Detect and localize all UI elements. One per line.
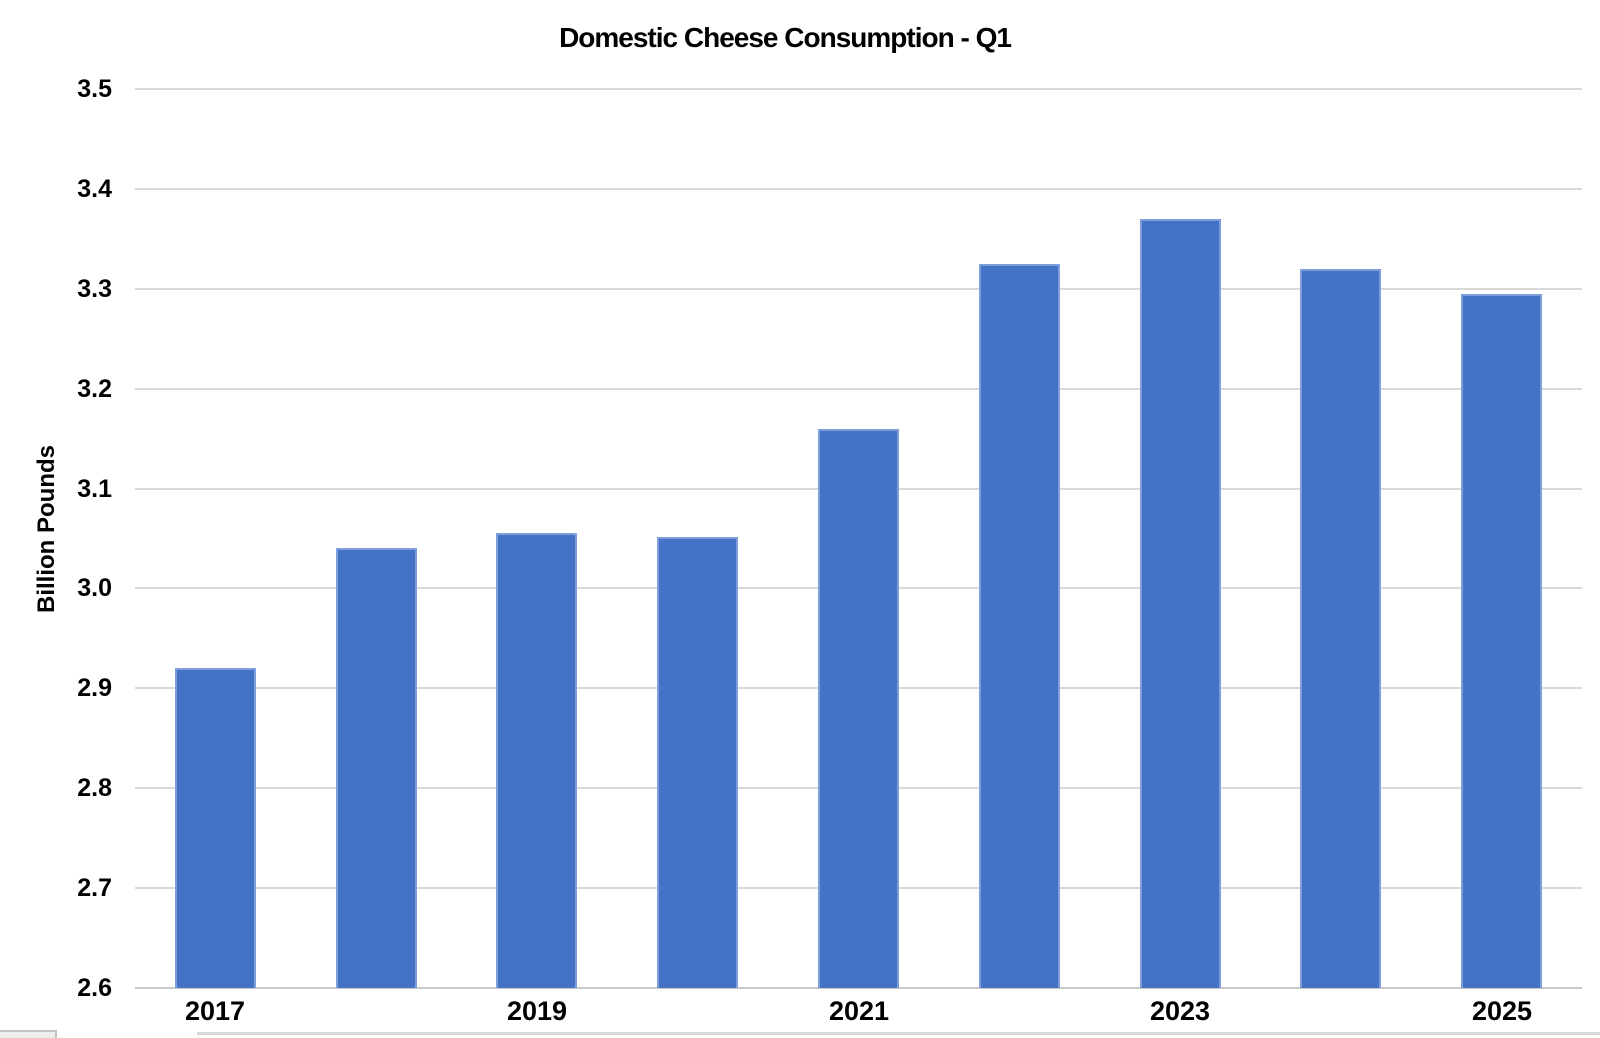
x-tick-label-2017: 2017	[184, 996, 246, 1026]
y-tick-label: 3.0	[77, 574, 112, 603]
y-tick-label: 2.6	[77, 974, 112, 1002]
scrollbar-corner[interactable]	[0, 1030, 57, 1038]
bar-2025	[1461, 294, 1542, 988]
x-tick-label-2023: 2023	[1149, 996, 1211, 1026]
bar-2018	[336, 548, 417, 988]
y-tick-label: 3.1	[77, 474, 112, 503]
y-tick-label: 3.3	[77, 274, 112, 303]
window-edge-line	[197, 1032, 1600, 1035]
chart-title: Domestic Cheese Consumption - Q1	[559, 22, 1012, 53]
y-tick-label: 3.5	[77, 75, 112, 103]
bar-2020	[657, 537, 738, 988]
bar-2019	[496, 533, 577, 988]
x-tick-label-2025: 2025	[1471, 996, 1533, 1026]
y-tick-label: 3.4	[77, 174, 112, 203]
gridline	[135, 187, 1582, 190]
x-axis-line	[135, 987, 1582, 989]
gridline	[135, 287, 1582, 290]
bar-2023	[1140, 219, 1221, 988]
y-tick-label: 2.7	[77, 874, 112, 903]
y-tick-label: 2.8	[77, 774, 112, 803]
bar-2024	[1300, 269, 1381, 988]
bar-2017	[175, 668, 256, 988]
bar-2021	[818, 429, 899, 988]
x-tick-label-2019: 2019	[506, 996, 568, 1026]
bar-2022	[979, 264, 1060, 988]
y-tick-label: 2.9	[77, 674, 112, 703]
gridline	[135, 88, 1582, 90]
x-tick-label-2021: 2021	[828, 996, 890, 1026]
gridline	[135, 387, 1582, 390]
y-tick-label: 3.2	[77, 374, 112, 403]
